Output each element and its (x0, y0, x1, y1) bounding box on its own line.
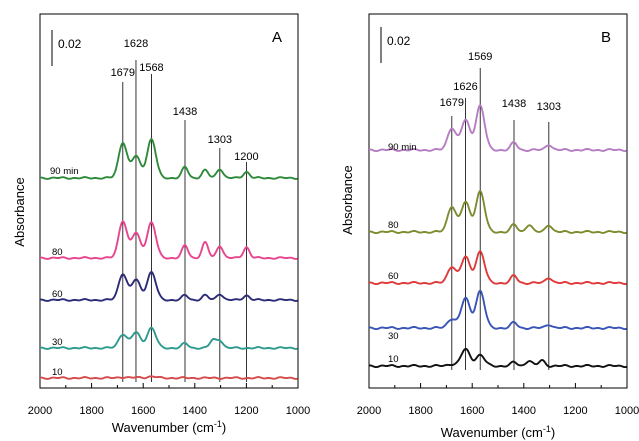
series-line (39, 375, 298, 380)
x-tick-label: 1400 (512, 405, 536, 417)
x-tick-label: 2000 (357, 405, 381, 417)
series-label: 10 (52, 367, 63, 378)
series-label: 80 (52, 247, 63, 258)
series-label: 90 min (50, 166, 79, 177)
x-tick-label: 1000 (615, 405, 639, 417)
peak-label: 1569 (468, 51, 492, 63)
panel-b: B 0.02 Absorbance Wavenumber (cm-1) 2000… (340, 13, 639, 440)
panel-a-frame (39, 13, 299, 389)
panel-a-xlabel: Wavenumber (cm-1) (112, 419, 226, 435)
series-line (39, 326, 298, 350)
x-tick-label: 1000 (286, 405, 310, 417)
panel-a-ylabel: Absorbance (12, 177, 27, 246)
series-line (368, 104, 627, 153)
peak-label: 1628 (124, 38, 148, 50)
x-tick-label: 1800 (408, 405, 432, 417)
panel-b-frame (368, 13, 628, 389)
panel-a-label: A (272, 29, 282, 46)
series-line (39, 220, 298, 260)
peak-label: 1679 (440, 97, 464, 109)
x-tick-label: 1600 (131, 405, 155, 417)
peak-label: 1303 (537, 101, 561, 113)
series-label: 30 (52, 337, 63, 348)
x-tick-label: 1400 (183, 405, 207, 417)
series-line (39, 138, 298, 180)
panel-b-scale-label: 0.02 (387, 34, 411, 48)
series-label: 60 (52, 289, 63, 300)
peak-label: 1568 (139, 62, 163, 74)
series-label: 80 (388, 220, 399, 231)
peak-label: 1200 (234, 151, 258, 163)
peak-label: 1303 (208, 134, 232, 146)
panel-b-label: B (601, 29, 611, 46)
series-label: 90 min (388, 142, 417, 153)
series-label: 30 (388, 331, 399, 342)
x-tick-label: 1600 (460, 405, 484, 417)
x-tick-label: 1200 (234, 405, 258, 417)
panel-a-scale-label: 0.02 (58, 37, 82, 51)
x-tick-label: 1200 (563, 405, 587, 417)
peak-label: 1438 (173, 106, 197, 118)
series-label: 10 (388, 354, 399, 365)
peak-label: 1626 (453, 81, 477, 93)
series-line (368, 347, 627, 369)
series-line (368, 289, 627, 331)
x-tick-label: 1800 (79, 405, 103, 417)
x-tick-label: 2000 (28, 405, 52, 417)
panel-b-xlabel: Wavenumber (cm-1) (441, 424, 555, 440)
peak-label: 1438 (502, 98, 526, 110)
series-line (368, 190, 627, 235)
peak-label: 1679 (111, 67, 135, 79)
panel-a: A 0.02 Absorbance Wavenumber (cm-1) 2000… (12, 13, 310, 435)
series-label: 60 (388, 271, 399, 282)
series-line (368, 250, 627, 286)
panel-b-ylabel: Absorbance (340, 165, 355, 234)
series-line (39, 270, 298, 302)
